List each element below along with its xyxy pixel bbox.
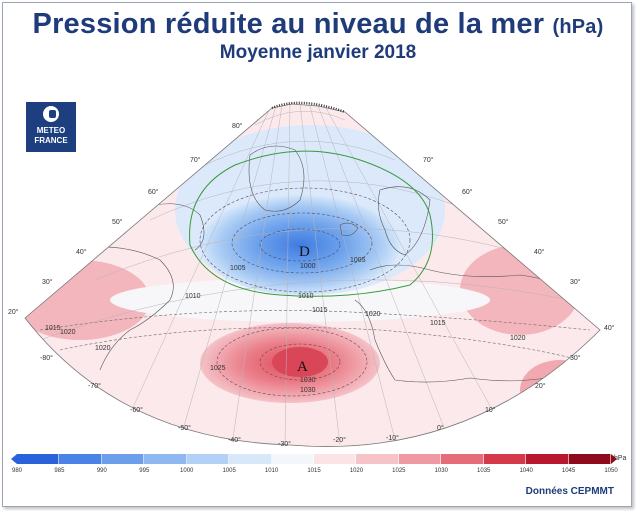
isobar-label: 1010 [298, 293, 314, 300]
isobar-label: 1030 [300, 387, 316, 394]
color-scale-tick: 1045 [561, 468, 576, 474]
latitude-label: 70° [423, 156, 434, 164]
color-scale-segment [398, 454, 442, 464]
pole-tick-arc [271, 101, 346, 114]
latitude-label: 40° [76, 248, 87, 256]
high-center-label: A [297, 359, 308, 375]
meteo-france-logo: METEO FRANCE [26, 102, 76, 152]
latitude-label: 30° [570, 278, 581, 286]
color-scale-segment [186, 454, 230, 464]
longitude-label: -30° [278, 440, 291, 448]
high-center-value: 1030 [300, 377, 316, 384]
isobar-label: 1015 [45, 325, 61, 332]
latitude-label: 20° [8, 308, 19, 316]
color-scale-tick: 980 [11, 468, 22, 474]
longitude-label: -40° [228, 436, 241, 444]
logo-line1: METEO [36, 126, 66, 135]
color-scale-tick: 1010 [264, 468, 279, 474]
latitude-label: 40° [534, 248, 545, 256]
low-center-label: D [299, 244, 310, 260]
pressure-low-area [200, 195, 400, 295]
color-scale-segment [144, 454, 187, 464]
pressure-map: D 1000 A 1030 1010 1015 1015 1020 1020 1… [8, 101, 615, 448]
color-scale-tick: 1040 [519, 468, 533, 474]
longitude-label: -10° [386, 434, 399, 442]
longitude-label: -70° [88, 382, 101, 390]
longitude-label: 10° [485, 406, 496, 414]
color-scale-tick: 1015 [307, 468, 321, 474]
isobar-label: 1020 [510, 335, 526, 342]
title-unit: (hPa) [552, 16, 604, 38]
latitude-label: 50° [498, 218, 509, 226]
color-scale-arrow-icon [11, 454, 17, 464]
color-scale-segment [483, 454, 527, 464]
longitude-label: 30° [570, 354, 581, 362]
color-scale-tick: 1005 [222, 468, 236, 474]
isobar-label: 1020 [365, 311, 381, 318]
color-scale-tick: 1035 [477, 468, 491, 474]
isobar-label: 1015 [312, 307, 328, 314]
color-scale-segment [314, 454, 357, 464]
logo-mark-icon [43, 106, 59, 122]
color-scale-tick: 985 [54, 468, 65, 474]
color-scale-tick: 1020 [349, 468, 364, 474]
isobar-label: 1005 [350, 257, 366, 264]
logo-line2: FRANCE [34, 136, 68, 145]
map-sector [25, 104, 600, 447]
isobar-label: 1020 [95, 345, 111, 352]
color-scale-segment [356, 454, 399, 464]
longitude-label: -60° [130, 406, 143, 414]
longitude-label: -80° [40, 354, 53, 362]
isobar-label: 1005 [230, 265, 246, 272]
isobar-label: 1025 [210, 365, 226, 372]
image-frame [2, 2, 632, 507]
latitude-label: 50° [112, 218, 123, 226]
color-scale-tick: 1025 [392, 468, 406, 474]
isobars [39, 187, 591, 397]
color-scale-segment [17, 454, 60, 464]
color-scale-segment [101, 454, 145, 464]
isobar-label: 1020 [60, 329, 76, 336]
longitude-label: 0° [437, 424, 444, 432]
color-scale-tick: 1050 [604, 468, 618, 474]
color-scale-arrow-icon [611, 454, 617, 464]
latitude-label: 60° [148, 188, 159, 196]
longitude-label: -20° [333, 436, 346, 444]
color-scale-bar [11, 454, 617, 464]
isobar-1015 [189, 150, 433, 297]
color-scale-segment [526, 454, 569, 464]
map-subtitle: Moyenne janvier 2018 [219, 42, 417, 63]
color-scale-segment [568, 454, 611, 464]
color-scale-segment [229, 454, 272, 464]
latitude-label: 80° [232, 122, 243, 130]
latitude-label: 60° [462, 188, 473, 196]
color-scale-segment [271, 454, 314, 464]
low-center-value: 1000 [300, 263, 316, 270]
latitude-label: 30° [42, 278, 53, 286]
title-text: Pression réduite au niveau de la mer [32, 8, 545, 40]
isobar-label: 1010 [185, 293, 201, 300]
graticule [39, 104, 571, 446]
color-scale-tick: 995 [139, 468, 150, 474]
map-border [24, 103, 601, 447]
pressure-transition-band [110, 278, 490, 322]
longitude-label: 20° [535, 382, 546, 390]
map-title: Pression réduite au niveau de la mer (hP… [0, 8, 636, 41]
longitude-label: -50° [178, 424, 191, 432]
longitude-label: 40° [604, 324, 615, 332]
color-scale-tick: 1000 [180, 468, 194, 474]
color-scale-unit: hPa [614, 455, 627, 462]
data-credit: Données CEPMMT [525, 486, 614, 497]
pressure-high-east [460, 245, 580, 335]
color-scale-tick: 1030 [434, 468, 448, 474]
color-scale-tick: 990 [96, 468, 107, 474]
isobar-label: 1015 [430, 320, 446, 327]
color-scale-segment [59, 454, 102, 464]
color-scale-segment [441, 454, 484, 464]
latitude-label: 70° [190, 156, 201, 164]
pressure-high-southeast [520, 360, 600, 420]
